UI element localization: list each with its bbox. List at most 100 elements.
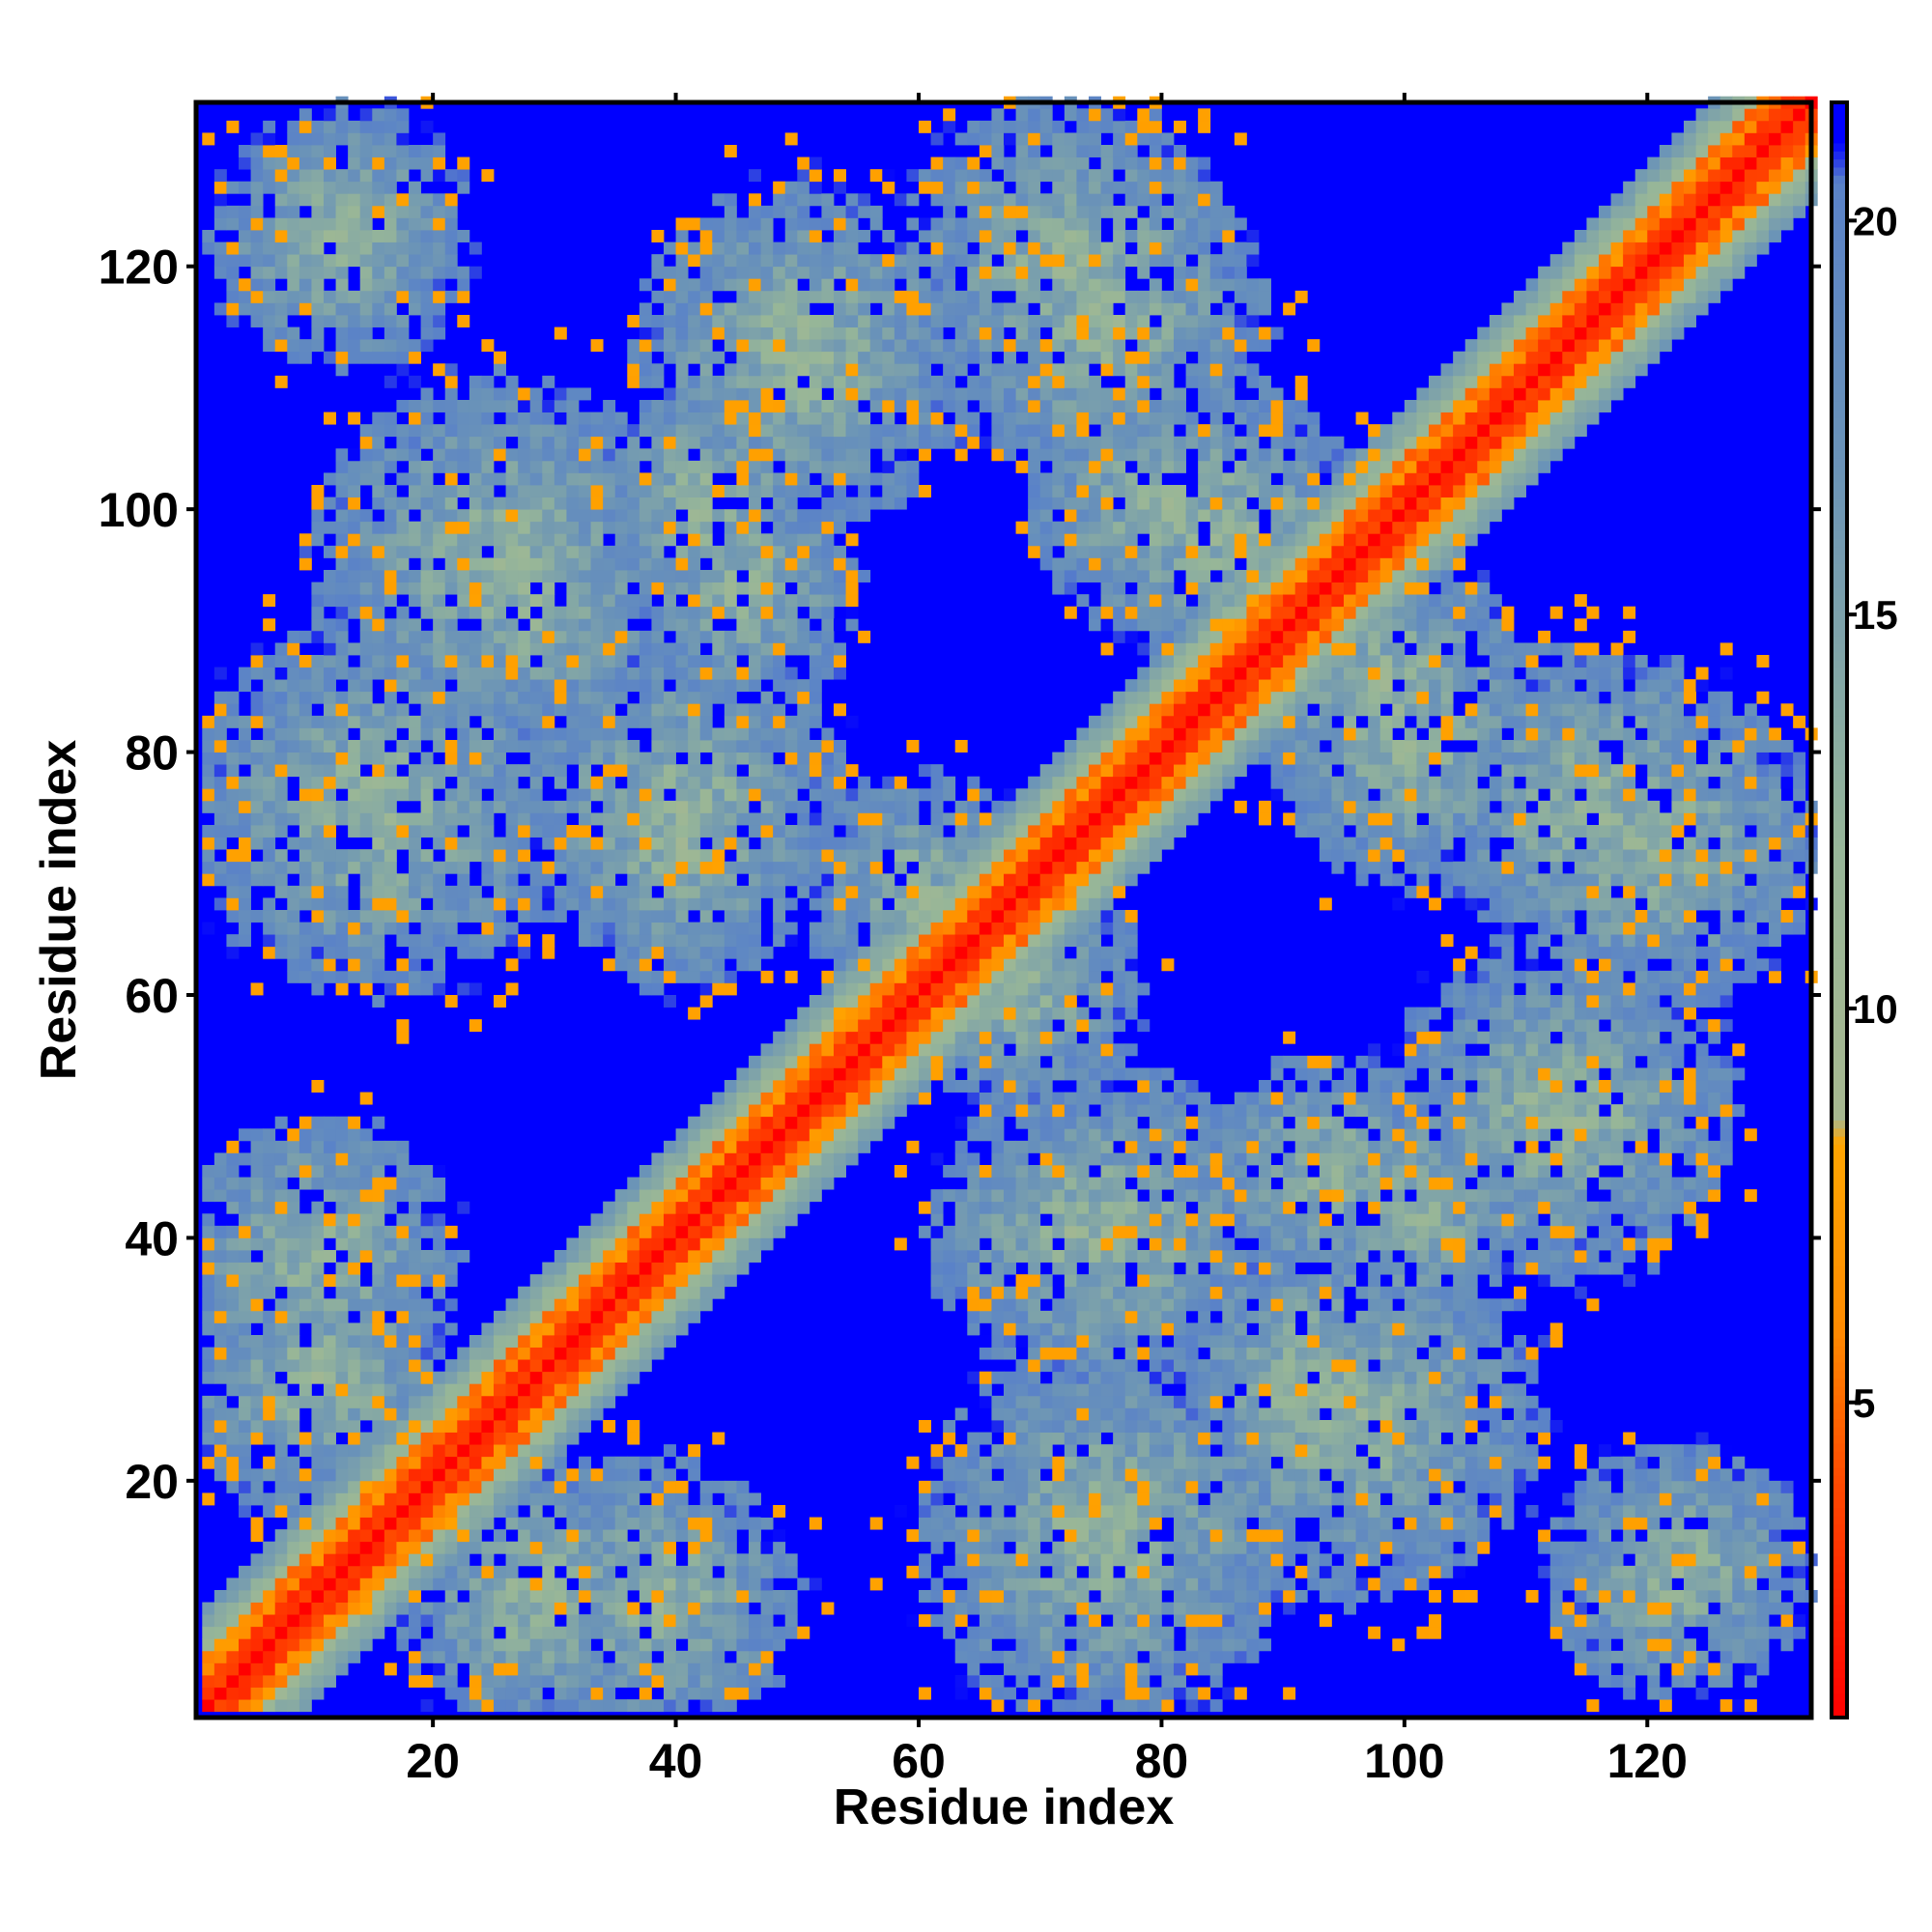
- heatmap-cell: [494, 1565, 506, 1578]
- heatmap-cell: [590, 1650, 604, 1663]
- heatmap-cell: [372, 424, 385, 438]
- heatmap-cell: [469, 582, 482, 595]
- heatmap-cell: [760, 837, 774, 850]
- heatmap-cell: [760, 606, 774, 619]
- heatmap-cell: [736, 448, 750, 462]
- heatmap-cell: [324, 1152, 336, 1166]
- heatmap-cell: [457, 1492, 470, 1506]
- heatmap-cell: [372, 1371, 385, 1384]
- heatmap-cell: [287, 1687, 300, 1700]
- heatmap-cell: [494, 861, 506, 874]
- heatmap-cell: [821, 557, 835, 571]
- heatmap-cell: [542, 582, 555, 595]
- heatmap-cell: [590, 752, 604, 765]
- heatmap-cell: [239, 1468, 251, 1482]
- heatmap-cell: [858, 412, 871, 425]
- heatmap-cell: [444, 897, 458, 911]
- heatmap-cell: [359, 885, 373, 898]
- heatmap-cell: [809, 278, 822, 292]
- heatmap-cell: [579, 1298, 591, 1312]
- heatmap-cell: [287, 1347, 300, 1360]
- heatmap-cell: [639, 1310, 652, 1323]
- heatmap-cell: [809, 1152, 822, 1166]
- heatmap-cell: [396, 1371, 410, 1384]
- heatmap-cell: [396, 254, 410, 268]
- heatmap-cell: [542, 460, 555, 473]
- heatmap-cell: [821, 1007, 835, 1020]
- heatmap-cell: [542, 1407, 555, 1421]
- heatmap-cell: [845, 764, 859, 778]
- heatmap-cell: [287, 1395, 300, 1408]
- heatmap-cell: [359, 922, 373, 935]
- heatmap-cell: [943, 1274, 956, 1288]
- heatmap-cell: [518, 1541, 531, 1554]
- heatmap-cell: [239, 873, 251, 887]
- heatmap-cell: [274, 776, 288, 789]
- heatmap-cell: [263, 315, 276, 327]
- heatmap-cell: [590, 436, 604, 449]
- heatmap-cell: [433, 606, 446, 619]
- heatmap-cell: [906, 485, 920, 497]
- heatmap-cell: [384, 132, 397, 146]
- heatmap-cell: [384, 120, 397, 133]
- heatmap-cell: [675, 315, 689, 327]
- heatmap-cell: [590, 424, 604, 438]
- heatmap-cell: [457, 448, 470, 462]
- heatmap-cell: [894, 970, 907, 983]
- heatmap-cell: [699, 776, 713, 789]
- heatmap-cell: [505, 1650, 519, 1663]
- heatmap-cell: [858, 302, 871, 316]
- heatmap-cell: [603, 1675, 616, 1688]
- heatmap-cell: [226, 1432, 240, 1445]
- heatmap-cell: [943, 1505, 956, 1518]
- heatmap-cell: [834, 1031, 846, 1044]
- heatmap-cell: [639, 1650, 652, 1663]
- heatmap-cell: [226, 1444, 240, 1458]
- heatmap-cell: [627, 1201, 640, 1214]
- heatmap-cell: [724, 800, 737, 813]
- heatmap-cell: [433, 266, 446, 279]
- heatmap-cell: [894, 812, 907, 826]
- heatmap-cell: [287, 1553, 300, 1567]
- heatmap-cell: [664, 1468, 676, 1482]
- heatmap-cell: [263, 1286, 276, 1299]
- heatmap-cell: [566, 1250, 580, 1263]
- heatmap-cell: [335, 885, 349, 898]
- heatmap-cell: [749, 1529, 761, 1543]
- heatmap-cell: [348, 1262, 361, 1275]
- heatmap-cell: [518, 1553, 531, 1567]
- heatmap-cell: [845, 290, 859, 303]
- heatmap-cell: [359, 1432, 373, 1445]
- heatmap-cell: [699, 1614, 713, 1628]
- heatmap-cell: [579, 679, 591, 693]
- heatmap-cell: [359, 594, 373, 608]
- heatmap-cell: [724, 703, 737, 717]
- heatmap-cell: [505, 1687, 519, 1700]
- heatmap-cell: [226, 242, 240, 255]
- heatmap-cell: [518, 570, 531, 582]
- heatmap-cell: [250, 691, 264, 704]
- heatmap-cell: [736, 315, 750, 327]
- heatmap-cell: [457, 436, 470, 449]
- heatmap-cell: [348, 193, 361, 207]
- heatmap-cell: [372, 873, 385, 887]
- heatmap-cell: [226, 1590, 240, 1603]
- heatmap-cell: [239, 1383, 251, 1397]
- heatmap-cell: [943, 1286, 956, 1299]
- heatmap-cell: [274, 825, 288, 838]
- heatmap-cell: [433, 897, 446, 911]
- heatmap-cell: [554, 691, 567, 704]
- heatmap-cell: [335, 691, 349, 704]
- heatmap-cell: [372, 897, 385, 911]
- heatmap-cell: [639, 1517, 652, 1530]
- heatmap-cell: [372, 205, 385, 218]
- heatmap-cell: [784, 545, 798, 558]
- heatmap-cell: [590, 740, 604, 753]
- heatmap-cell: [359, 1577, 373, 1591]
- heatmap-cell: [882, 1055, 895, 1068]
- heatmap-cell: [348, 1237, 361, 1251]
- heatmap-cell: [250, 788, 264, 802]
- heatmap-cell: [359, 327, 373, 340]
- heatmap-cell: [724, 788, 737, 802]
- heatmap-cell: [274, 1335, 288, 1348]
